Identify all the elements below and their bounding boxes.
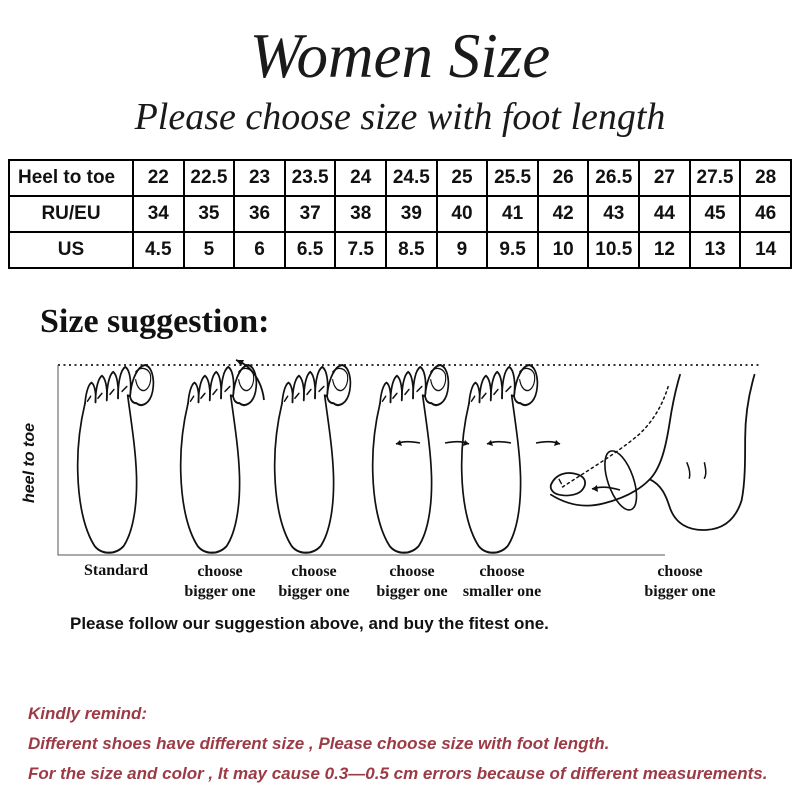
svg-text:heel to toe: heel to toe xyxy=(21,423,38,503)
